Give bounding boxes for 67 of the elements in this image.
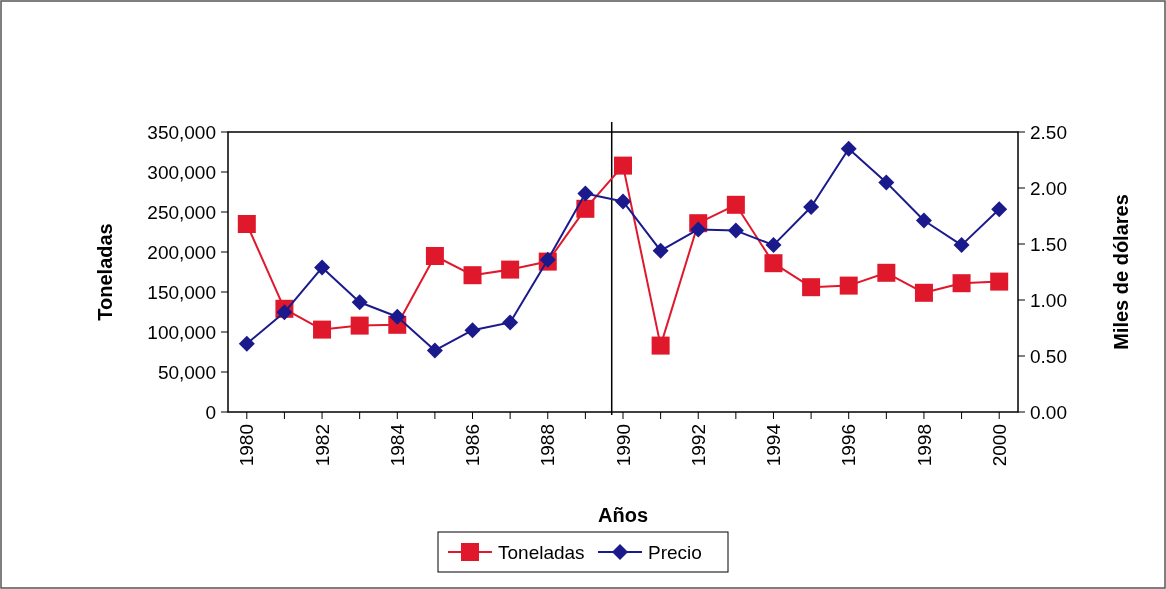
legend-label: Precio <box>648 541 702 563</box>
point <box>576 199 595 218</box>
x-axis-title: Años <box>598 504 648 526</box>
point <box>727 222 744 239</box>
point <box>764 254 783 273</box>
point <box>614 156 632 175</box>
point <box>314 259 331 276</box>
y2-tick-label: 0.00 <box>1030 401 1067 423</box>
point <box>878 174 895 191</box>
point <box>914 283 933 302</box>
y-tick-label: 200,000 <box>147 241 216 263</box>
point <box>877 263 896 282</box>
point <box>953 237 970 254</box>
x-tick-label: 2000 <box>988 424 1010 467</box>
point <box>726 195 745 214</box>
y-tick-label: 250,000 <box>147 201 216 223</box>
x-tick-label: 1996 <box>838 424 860 467</box>
point <box>350 316 369 335</box>
point <box>501 260 520 279</box>
y2-axis-title: Miles de dólares <box>1110 194 1132 350</box>
point <box>991 201 1008 218</box>
y-tick-label: 150,000 <box>147 281 216 303</box>
point <box>237 215 256 233</box>
x-tick-label: 1980 <box>236 424 258 467</box>
point <box>915 212 932 229</box>
x-tick-label: 1994 <box>763 423 785 467</box>
x-tick-label: 1990 <box>612 424 634 467</box>
y2-tick-label: 1.00 <box>1030 289 1067 311</box>
x-tick-label: 1984 <box>386 423 408 467</box>
y-tick-label: 50,000 <box>157 361 216 383</box>
y2-tick-label: 1.50 <box>1030 233 1067 255</box>
point <box>690 221 707 238</box>
y-tick-label: 100,000 <box>147 321 216 343</box>
y-tick-label: 300,000 <box>147 161 216 183</box>
legend-label: Toneladas <box>498 541 585 563</box>
y-tick-label: 350,000 <box>147 121 216 143</box>
x-tick-label: 1986 <box>462 424 484 467</box>
point <box>313 320 332 339</box>
point <box>351 294 368 311</box>
x-tick-label: 1998 <box>913 424 935 467</box>
point <box>577 185 594 202</box>
y-tick-label: 0 <box>205 401 216 423</box>
point <box>652 242 669 259</box>
point <box>952 274 971 293</box>
point <box>389 308 406 325</box>
point <box>276 304 293 321</box>
point <box>765 237 782 254</box>
point <box>502 314 519 331</box>
y2-tick-label: 2.50 <box>1030 121 1067 143</box>
point <box>238 335 255 352</box>
point <box>802 278 821 297</box>
x-tick-label: 1992 <box>687 424 709 467</box>
point <box>463 266 482 285</box>
x-tick-label: 1988 <box>537 424 559 467</box>
point <box>990 272 1009 291</box>
point <box>464 322 481 339</box>
y2-tick-label: 2.00 <box>1030 177 1067 199</box>
point <box>839 276 858 295</box>
y-axis-title: Toneladas <box>94 223 116 321</box>
point <box>615 193 631 210</box>
point <box>425 247 444 265</box>
point <box>651 336 670 355</box>
x-tick-label: 1982 <box>311 424 333 467</box>
point <box>840 140 857 157</box>
point <box>803 199 820 216</box>
y2-tick-label: 0.50 <box>1030 345 1067 367</box>
point <box>426 342 443 359</box>
